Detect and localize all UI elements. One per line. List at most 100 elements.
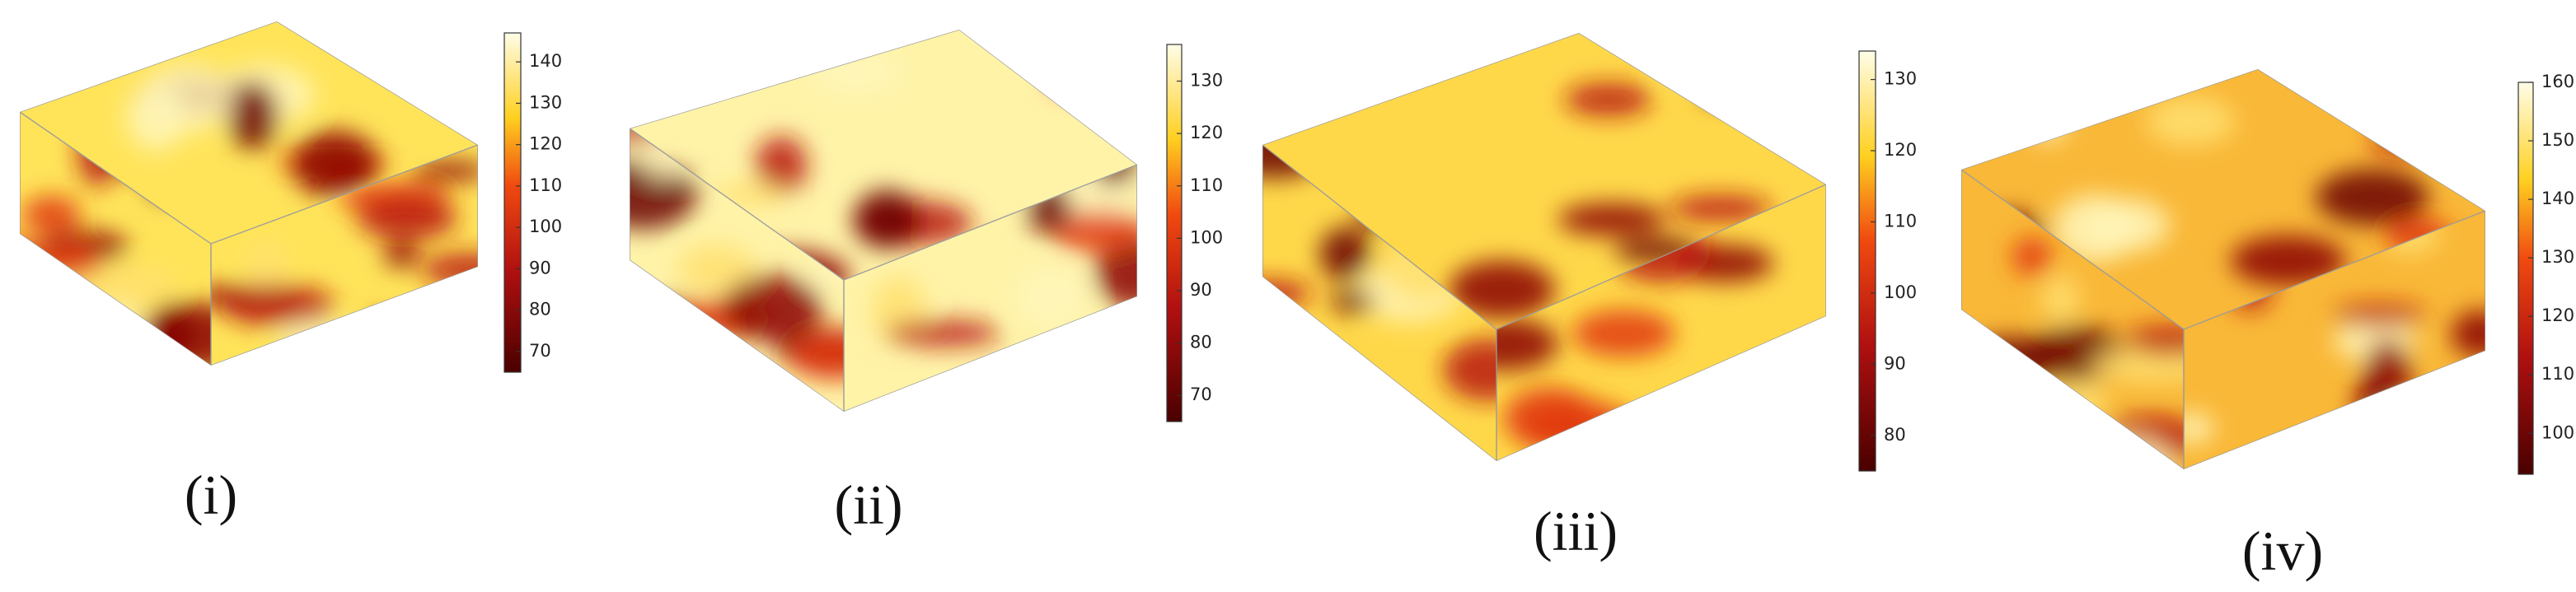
blob [1728, 381, 1826, 441]
colorbar-tick-label: 110 [1884, 211, 1917, 231]
blob [1967, 337, 2053, 380]
blob [2007, 86, 2046, 133]
blob [809, 47, 904, 96]
colorbar-tick-label: 80 [1190, 333, 1212, 352]
blob [1564, 82, 1652, 116]
face-edge [1262, 33, 1826, 329]
colorbar-tick-label: 130 [1884, 69, 1917, 89]
blob [292, 130, 379, 198]
blob [1022, 371, 1072, 403]
blob [1755, 385, 1808, 435]
blob [2371, 127, 2433, 154]
colorbar-tick-label: 90 [1190, 280, 1212, 300]
blob [755, 136, 808, 194]
face-edge [2184, 211, 2485, 469]
blob [789, 330, 844, 380]
face-base [1961, 69, 2485, 329]
blob [1656, 40, 1775, 87]
colorbar-tick-label: 80 [529, 300, 551, 319]
colorbar-tick-label: 140 [2541, 189, 2574, 208]
blob [853, 189, 920, 249]
blob [2316, 169, 2429, 226]
blob [227, 81, 279, 149]
blob [1051, 210, 1137, 254]
blob [2041, 274, 2080, 324]
face-base [630, 30, 1137, 280]
colorbar [2517, 82, 2534, 475]
blob [712, 389, 753, 412]
blob [1696, 75, 1796, 104]
colorbar-tick-label: 120 [1884, 140, 1917, 160]
colorbar [1166, 44, 1183, 422]
blob [2012, 236, 2052, 277]
blob [1443, 338, 1496, 401]
blob [1007, 385, 1113, 412]
blob [363, 315, 399, 366]
blob [1015, 263, 1090, 330]
colorbar [1858, 50, 1876, 472]
blob [1669, 194, 1772, 222]
blob [2230, 235, 2346, 287]
colorbar-tick-label: 140 [529, 51, 562, 71]
colorbar-tick-label: 110 [1190, 175, 1223, 195]
blob [2091, 347, 2184, 384]
blob [2334, 304, 2425, 327]
colorbar-tick-label: 90 [529, 258, 551, 277]
blob [139, 63, 235, 133]
colorbar-tick-label: 90 [1884, 353, 1906, 373]
volume-face [1961, 69, 2485, 329]
blob [383, 241, 420, 268]
face-edge [1496, 184, 1826, 461]
blob [2063, 436, 2175, 469]
blob [1449, 260, 1555, 319]
volume-face [20, 21, 478, 244]
blob [61, 304, 153, 358]
face-edge [20, 112, 211, 366]
colorbar-tick-label: 130 [1190, 71, 1223, 91]
colorbar-tick-label: 120 [1190, 123, 1223, 142]
panel-label: (i) [185, 464, 237, 526]
panel-label: (iv) [2242, 520, 2323, 582]
blob [2416, 423, 2485, 469]
panel-label: (ii) [834, 473, 902, 536]
colorbar-tick-label: 120 [2541, 305, 2574, 325]
blob [1496, 317, 1558, 371]
blob [1740, 398, 1777, 430]
blob [1262, 279, 1312, 307]
colorbar-tick-label: 70 [1190, 385, 1212, 404]
blob [722, 274, 822, 341]
colorbar-tick-label: 100 [1190, 227, 1223, 247]
blob [357, 198, 457, 240]
colorbar-tick-label: 130 [2541, 247, 2574, 267]
colorbar-tick-label: 150 [2541, 130, 2574, 150]
blob [2124, 325, 2184, 357]
colorbar-tick-label: 120 [529, 134, 562, 154]
blob [2084, 198, 2171, 253]
blob [2380, 402, 2414, 428]
blob [630, 50, 669, 77]
colorbar [503, 32, 522, 373]
blob [886, 320, 1000, 347]
colorbar-tick-label: 110 [2541, 364, 2574, 384]
colorbar-tick-label: 130 [529, 92, 562, 112]
blob [1049, 66, 1137, 93]
texture [20, 63, 465, 242]
face-edge [630, 128, 844, 412]
blob [2451, 310, 2485, 358]
blob [1262, 431, 1291, 461]
blob [2024, 105, 2068, 142]
blob [220, 285, 335, 326]
blob [677, 244, 756, 295]
blob [21, 195, 82, 235]
blob [1331, 289, 1375, 313]
blob [247, 239, 286, 300]
face-edge [844, 165, 1137, 412]
blob [1319, 226, 1371, 281]
blob [2184, 412, 2214, 445]
blob [2363, 339, 2412, 409]
blob [1503, 386, 1598, 450]
blob [35, 242, 101, 280]
blob [380, 333, 478, 366]
